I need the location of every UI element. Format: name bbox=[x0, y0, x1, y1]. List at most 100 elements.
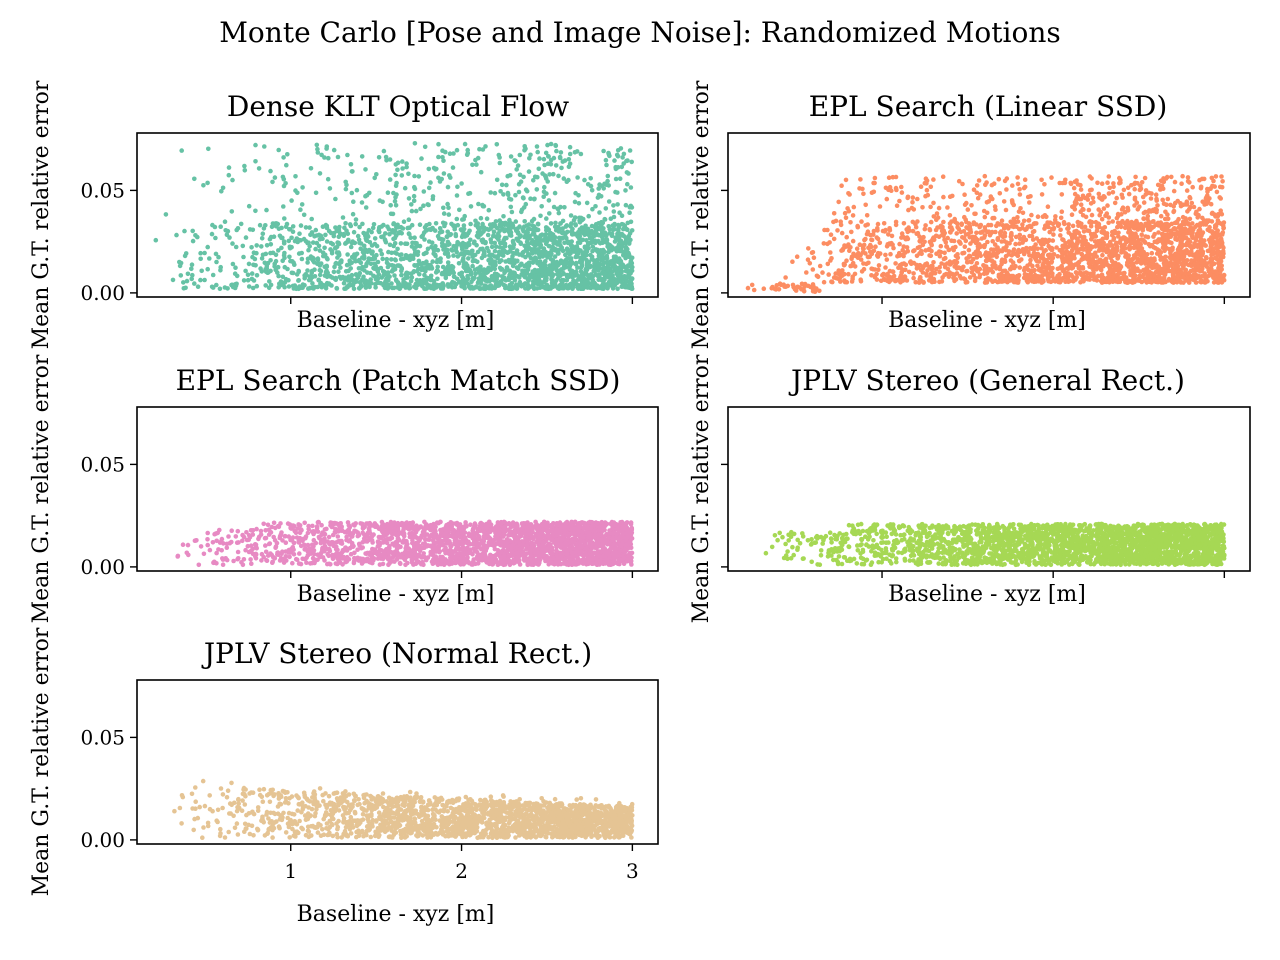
data-point bbox=[897, 241, 902, 247]
data-point bbox=[935, 215, 941, 220]
data-point bbox=[1011, 216, 1017, 222]
data-point bbox=[549, 280, 555, 286]
data-point bbox=[395, 222, 400, 228]
data-point bbox=[230, 241, 235, 246]
data-point bbox=[629, 159, 634, 165]
data-point bbox=[267, 279, 272, 284]
data-point bbox=[419, 156, 424, 161]
data-point bbox=[301, 212, 307, 218]
data-point bbox=[478, 215, 484, 221]
data-point bbox=[911, 271, 916, 276]
data-point bbox=[559, 285, 565, 291]
data-point bbox=[507, 173, 513, 178]
data-point bbox=[336, 269, 341, 275]
data-point bbox=[1051, 227, 1056, 232]
data-point bbox=[602, 216, 607, 222]
data-point bbox=[508, 220, 513, 226]
data-point bbox=[373, 274, 378, 280]
data-point bbox=[883, 265, 888, 270]
data-point bbox=[476, 201, 481, 207]
data-point bbox=[1100, 236, 1106, 242]
data-point bbox=[293, 188, 298, 193]
data-point bbox=[566, 157, 572, 162]
data-point bbox=[1086, 249, 1092, 254]
data-point bbox=[492, 223, 498, 228]
data-point bbox=[841, 246, 846, 251]
data-point bbox=[443, 149, 448, 155]
data-point bbox=[918, 267, 924, 273]
data-point bbox=[1089, 212, 1095, 218]
data-point bbox=[1105, 246, 1110, 251]
data-point bbox=[1156, 230, 1161, 235]
data-point bbox=[529, 248, 534, 253]
data-point bbox=[584, 257, 589, 263]
data-point bbox=[938, 243, 944, 249]
data-point bbox=[403, 285, 409, 290]
data-point bbox=[1017, 258, 1022, 264]
data-point bbox=[1020, 222, 1025, 227]
data-point bbox=[426, 202, 431, 208]
data-point bbox=[534, 187, 540, 192]
data-point bbox=[844, 279, 850, 285]
data-point bbox=[1008, 232, 1014, 237]
data-point bbox=[466, 251, 472, 256]
data-point bbox=[915, 219, 920, 224]
data-point bbox=[409, 208, 415, 214]
data-point bbox=[421, 277, 427, 283]
data-point bbox=[1102, 258, 1107, 264]
data-point bbox=[459, 283, 465, 288]
data-point bbox=[619, 238, 624, 244]
data-point bbox=[504, 182, 509, 188]
data-point bbox=[411, 269, 417, 274]
data-point bbox=[627, 210, 632, 215]
data-point bbox=[440, 220, 446, 226]
x-axis-label: Baseline - xyz [m] bbox=[297, 308, 495, 333]
data-point bbox=[548, 162, 554, 167]
data-point bbox=[1050, 271, 1055, 276]
data-point bbox=[1039, 177, 1044, 183]
data-point bbox=[970, 235, 976, 241]
data-point bbox=[473, 222, 479, 228]
data-point bbox=[618, 266, 624, 271]
data-point bbox=[595, 257, 600, 263]
data-point bbox=[564, 274, 570, 280]
data-point bbox=[390, 267, 396, 273]
data-point bbox=[849, 256, 854, 262]
data-point bbox=[790, 259, 795, 265]
data-point bbox=[926, 278, 932, 283]
data-point bbox=[615, 165, 621, 170]
data-point bbox=[962, 214, 967, 220]
data-point bbox=[520, 272, 525, 277]
data-point bbox=[899, 190, 905, 195]
data-point bbox=[881, 221, 887, 226]
data-point bbox=[525, 286, 531, 291]
data-point bbox=[448, 175, 453, 180]
data-point bbox=[492, 248, 498, 254]
data-point bbox=[272, 175, 278, 180]
data-point bbox=[869, 190, 875, 195]
data-point bbox=[584, 200, 590, 206]
data-point bbox=[924, 178, 930, 183]
data-point bbox=[259, 244, 264, 249]
data-point bbox=[806, 283, 811, 289]
data-point bbox=[361, 254, 367, 259]
data-point bbox=[325, 256, 330, 262]
data-point bbox=[360, 221, 365, 227]
data-point bbox=[482, 226, 488, 232]
data-point bbox=[535, 227, 541, 233]
data-point bbox=[887, 228, 893, 233]
data-point bbox=[179, 148, 184, 153]
data-point bbox=[628, 185, 634, 190]
data-point bbox=[1141, 200, 1147, 205]
data-point bbox=[189, 266, 194, 272]
data-point bbox=[1041, 249, 1047, 254]
data-point bbox=[170, 277, 176, 283]
data-point bbox=[1094, 267, 1099, 272]
data-point bbox=[219, 189, 224, 194]
data-point bbox=[348, 162, 354, 167]
data-point bbox=[1049, 175, 1054, 180]
data-point bbox=[515, 163, 521, 168]
data-point bbox=[272, 264, 277, 269]
data-point bbox=[893, 277, 898, 283]
data-point bbox=[915, 196, 920, 202]
